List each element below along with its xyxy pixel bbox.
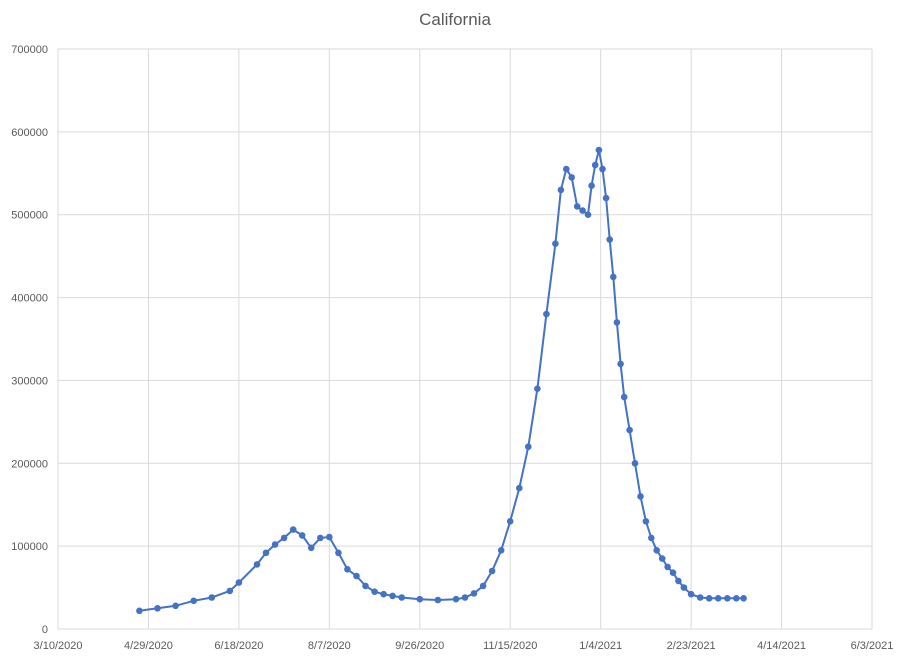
data-point <box>488 567 496 575</box>
data-point <box>687 590 695 598</box>
y-tick-label: 500000 <box>11 210 48 222</box>
x-tick-label: 6/18/2020 <box>214 640 263 652</box>
x-tick-label: 11/15/2020 <box>483 640 537 652</box>
data-point <box>610 273 617 281</box>
data-point <box>534 385 541 393</box>
x-tick-label: 6/3/2021 <box>851 640 894 652</box>
data-point <box>506 518 514 525</box>
data-point <box>371 588 378 595</box>
x-tick-label: 2/23/2021 <box>667 640 716 652</box>
x-axis-tick-labels: 3/10/2020 4/29/2020 6/18/2020 8/7/2020 9/26/… <box>34 640 894 652</box>
data-point <box>271 541 279 548</box>
x-tick-label: 4/14/2021 <box>757 640 806 652</box>
x-tick-label: 1/4/2021 <box>579 640 622 652</box>
data-point <box>613 319 621 326</box>
data-point <box>680 584 688 591</box>
data-point <box>344 566 351 573</box>
data-point <box>591 161 599 169</box>
data-point <box>307 544 315 552</box>
y-tick-label: 200000 <box>11 458 48 470</box>
data-point <box>620 393 628 401</box>
vertical-gridlines <box>57 49 873 629</box>
data-point <box>317 534 324 542</box>
data-point <box>552 240 559 247</box>
data-point <box>664 563 671 571</box>
data-point <box>434 596 442 604</box>
data-point <box>658 555 666 562</box>
data-point <box>631 460 639 467</box>
data-point <box>637 493 644 500</box>
data-point <box>568 174 575 181</box>
data-point <box>579 207 586 214</box>
x-tick-label: 3/10/2020 <box>34 640 83 652</box>
data-point <box>326 533 333 541</box>
data-point <box>584 211 592 218</box>
data-point <box>696 594 704 601</box>
data-point <box>733 595 740 602</box>
y-tick-label: 700000 <box>11 44 48 56</box>
data-point <box>606 236 613 243</box>
data-point <box>626 426 633 434</box>
data-point <box>335 549 342 557</box>
data-point <box>479 582 487 590</box>
data-point <box>235 579 243 586</box>
data-point <box>172 602 179 610</box>
x-tick-label: 8/7/2020 <box>308 640 351 652</box>
data-point <box>653 547 660 554</box>
x-tick-label: 4/29/2020 <box>124 640 173 652</box>
data-point <box>563 165 570 173</box>
data-point <box>136 607 143 615</box>
chart-title: California <box>419 10 491 29</box>
data-point <box>588 182 595 189</box>
data-point <box>669 569 677 576</box>
data-point <box>516 484 523 492</box>
data-point <box>190 597 197 605</box>
data-point <box>208 594 216 601</box>
data-point <box>595 146 603 154</box>
data-point <box>642 518 650 525</box>
y-tick-label: 0 <box>42 624 48 636</box>
data-point <box>705 595 713 602</box>
data-point <box>262 549 270 557</box>
data-point <box>452 595 460 603</box>
data-point <box>557 186 565 194</box>
y-tick-label: 100000 <box>11 541 48 553</box>
data-point <box>226 587 234 595</box>
data-point <box>353 572 360 580</box>
y-axis-tick-labels: 0 100000 200000 300000 400000 500000 600000 700… <box>11 44 48 636</box>
data-point <box>602 194 610 202</box>
y-tick-label: 400000 <box>11 293 48 305</box>
y-tick-label: 600000 <box>11 127 48 139</box>
data-point <box>461 594 469 601</box>
data-point <box>675 577 682 585</box>
data-point <box>398 594 406 601</box>
series-markers <box>136 146 747 615</box>
data-point <box>154 605 161 612</box>
data-point <box>389 592 396 600</box>
data-point <box>298 532 306 539</box>
data-point <box>617 360 624 368</box>
horizontal-gridlines <box>58 48 872 630</box>
data-point <box>416 595 424 603</box>
data-point <box>599 165 606 173</box>
data-point <box>253 561 261 568</box>
data-point <box>724 595 731 602</box>
data-point <box>470 590 478 597</box>
data-point <box>543 310 550 318</box>
data-point <box>380 590 387 598</box>
data-point <box>289 526 297 533</box>
data-point <box>497 547 505 554</box>
data-point <box>362 582 369 590</box>
data-point <box>740 595 747 602</box>
data-point <box>525 443 532 451</box>
x-tick-label: 9/26/2020 <box>395 640 444 652</box>
data-point <box>648 534 655 542</box>
data-point <box>714 595 722 602</box>
y-tick-label: 300000 <box>11 375 48 387</box>
data-point <box>573 203 581 210</box>
data-point <box>280 534 288 542</box>
